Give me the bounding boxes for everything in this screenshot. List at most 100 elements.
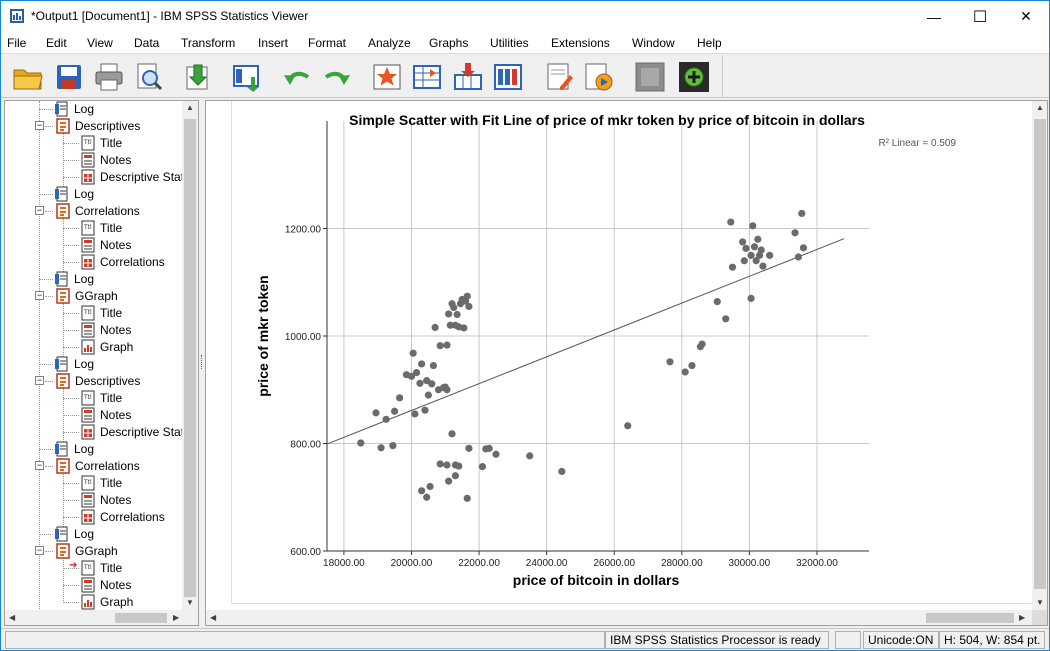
outline-item-label: Descriptives <box>75 373 141 388</box>
content-scroll-left-icon[interactable]: ◀ <box>210 613 217 622</box>
outline-item[interactable]: Notes <box>80 406 131 423</box>
outline-item[interactable]: Ttl Title <box>80 304 122 321</box>
collapse-toggle-icon[interactable]: − <box>35 290 44 300</box>
scroll-right-icon[interactable]: ▶ <box>173 613 180 622</box>
minimize-button[interactable]: — <box>911 1 957 32</box>
title-icon: Ttl <box>80 135 96 151</box>
hide-button[interactable] <box>633 61 667 93</box>
open-button[interactable] <box>11 61 45 93</box>
menu-graphs[interactable]: Graphs <box>429 36 469 50</box>
outline-vertical-scrollbar[interactable]: ▲ ▼ <box>182 101 198 610</box>
save-button[interactable] <box>52 61 86 93</box>
outline-item[interactable]: Log <box>54 101 95 117</box>
x-tick-label: 30000.00 <box>729 558 771 569</box>
outline-item[interactable]: Descriptive Statistics <box>80 168 198 185</box>
outline-item[interactable]: Graph <box>80 338 133 355</box>
content-horizontal-scrollbar[interactable]: ◀ ▶ <box>206 610 1032 625</box>
menu-analyze[interactable]: Analyze <box>368 36 411 50</box>
outline-item[interactable]: Ttl Title <box>80 474 122 491</box>
designate-window-button[interactable] <box>582 61 616 93</box>
outline-item[interactable]: Descriptives <box>55 117 140 134</box>
collapse-toggle-icon[interactable]: − <box>35 205 44 215</box>
procedure-icon <box>55 457 71 474</box>
outline-item[interactable]: Ttl Title <box>80 389 122 406</box>
outline-item[interactable]: Log <box>54 525 94 542</box>
data-point <box>740 257 748 265</box>
goto-data-button[interactable] <box>370 61 404 93</box>
menu-help[interactable]: Help <box>697 36 722 50</box>
menu-data[interactable]: Data <box>134 36 160 50</box>
variables-button[interactable] <box>491 61 525 93</box>
menu-format[interactable]: Format <box>308 36 347 50</box>
outline-item[interactable]: Descriptives <box>55 372 140 389</box>
content-scroll-down-icon[interactable]: ▼ <box>1036 598 1044 607</box>
outline-item[interactable]: Ttl Title <box>80 134 122 151</box>
undo-button[interactable] <box>280 61 314 93</box>
notes-icon <box>80 577 96 593</box>
collapse-toggle-icon[interactable]: − <box>35 460 44 470</box>
outline-item[interactable]: Correlations <box>80 253 165 270</box>
outline-hscroll-thumb[interactable] <box>115 613 167 623</box>
outline-item[interactable]: Log <box>54 440 94 457</box>
outline-item[interactable]: Correlations <box>55 457 140 474</box>
outline-item[interactable]: Notes <box>80 491 131 508</box>
menu-utilities[interactable]: Utilities <box>490 36 529 50</box>
outline-horizontal-scrollbar[interactable]: ◀ ▶ <box>5 610 198 625</box>
outline-item[interactable]: Graph <box>80 593 133 610</box>
outline-item[interactable]: ➔ Ttl Title <box>69 559 122 576</box>
scroll-down-icon[interactable]: ▼ <box>186 598 194 607</box>
data-point <box>460 324 468 332</box>
outline-item[interactable]: Correlations <box>80 508 165 525</box>
content-scroll-up-icon[interactable]: ▲ <box>1036 103 1044 112</box>
outline-item[interactable]: GGraph <box>55 287 118 304</box>
content-hscroll-thumb[interactable] <box>926 613 1014 623</box>
menu-transform[interactable]: Transform <box>181 36 236 50</box>
chart-container[interactable]: 18000.00 20000.00 22000.00 24000.00 26000.00… <box>231 101 1031 604</box>
outline-item[interactable]: Notes <box>80 321 131 338</box>
scroll-left-icon[interactable]: ◀ <box>9 613 16 622</box>
export-button[interactable] <box>182 61 216 93</box>
pane-splitter[interactable] <box>199 100 205 626</box>
scroll-up-icon[interactable]: ▲ <box>186 103 194 112</box>
outline-item[interactable]: Notes <box>80 576 131 593</box>
menu-edit[interactable]: Edit <box>46 36 67 50</box>
splitter-grip-icon <box>201 355 203 369</box>
content-vertical-scrollbar[interactable]: ▲ ▼ <box>1032 101 1047 610</box>
goto-variable-button[interactable] <box>451 61 485 93</box>
outline-item[interactable]: Correlations <box>55 202 140 219</box>
outline-item[interactable]: Descriptive Statistics <box>80 423 198 440</box>
x-tick-label: 26000.00 <box>593 558 635 569</box>
recall-dialog-button[interactable] <box>231 61 265 93</box>
menu-insert[interactable]: Insert <box>258 36 289 50</box>
outline-vscroll-thumb[interactable] <box>184 119 196 597</box>
outline-item[interactable]: GGraph <box>55 542 118 559</box>
menu-window[interactable]: Window <box>632 36 675 50</box>
outline-item[interactable]: Log <box>54 355 94 372</box>
menu-view[interactable]: View <box>87 36 113 50</box>
print-button[interactable] <box>92 61 126 93</box>
menu-file[interactable]: File <box>7 36 27 50</box>
outline-item[interactable]: Log <box>54 270 94 287</box>
outline-item[interactable]: Log <box>54 185 94 202</box>
processor-status: IBM SPSS Statistics Processor is ready <box>605 631 829 649</box>
content-scroll-right-icon[interactable]: ▶ <box>1019 613 1026 622</box>
outline-item-label: Log <box>74 101 95 116</box>
maximize-button[interactable]: ☐ <box>957 1 1003 32</box>
tree-branch-line <box>45 211 53 212</box>
current-item-arrow-icon: ➔ <box>69 560 78 571</box>
redo-button[interactable] <box>320 61 354 93</box>
content-vscroll-thumb[interactable] <box>1034 119 1046 589</box>
outline-item[interactable]: Ttl Title <box>80 219 122 236</box>
print-preview-button[interactable] <box>132 61 166 93</box>
outline-item[interactable]: Notes <box>80 236 131 253</box>
close-button[interactable]: ✕ <box>1003 1 1049 32</box>
goto-case-button[interactable] <box>410 61 444 93</box>
tree-branch-line <box>63 585 79 586</box>
collapse-toggle-icon[interactable]: − <box>35 120 44 130</box>
collapse-toggle-icon[interactable]: − <box>35 375 44 385</box>
insert-output-button[interactable] <box>542 61 576 93</box>
menu-extensions[interactable]: Extensions <box>551 36 610 50</box>
show-button[interactable] <box>677 61 711 93</box>
outline-item[interactable]: Notes <box>80 151 131 168</box>
collapse-toggle-icon[interactable]: − <box>35 545 44 555</box>
